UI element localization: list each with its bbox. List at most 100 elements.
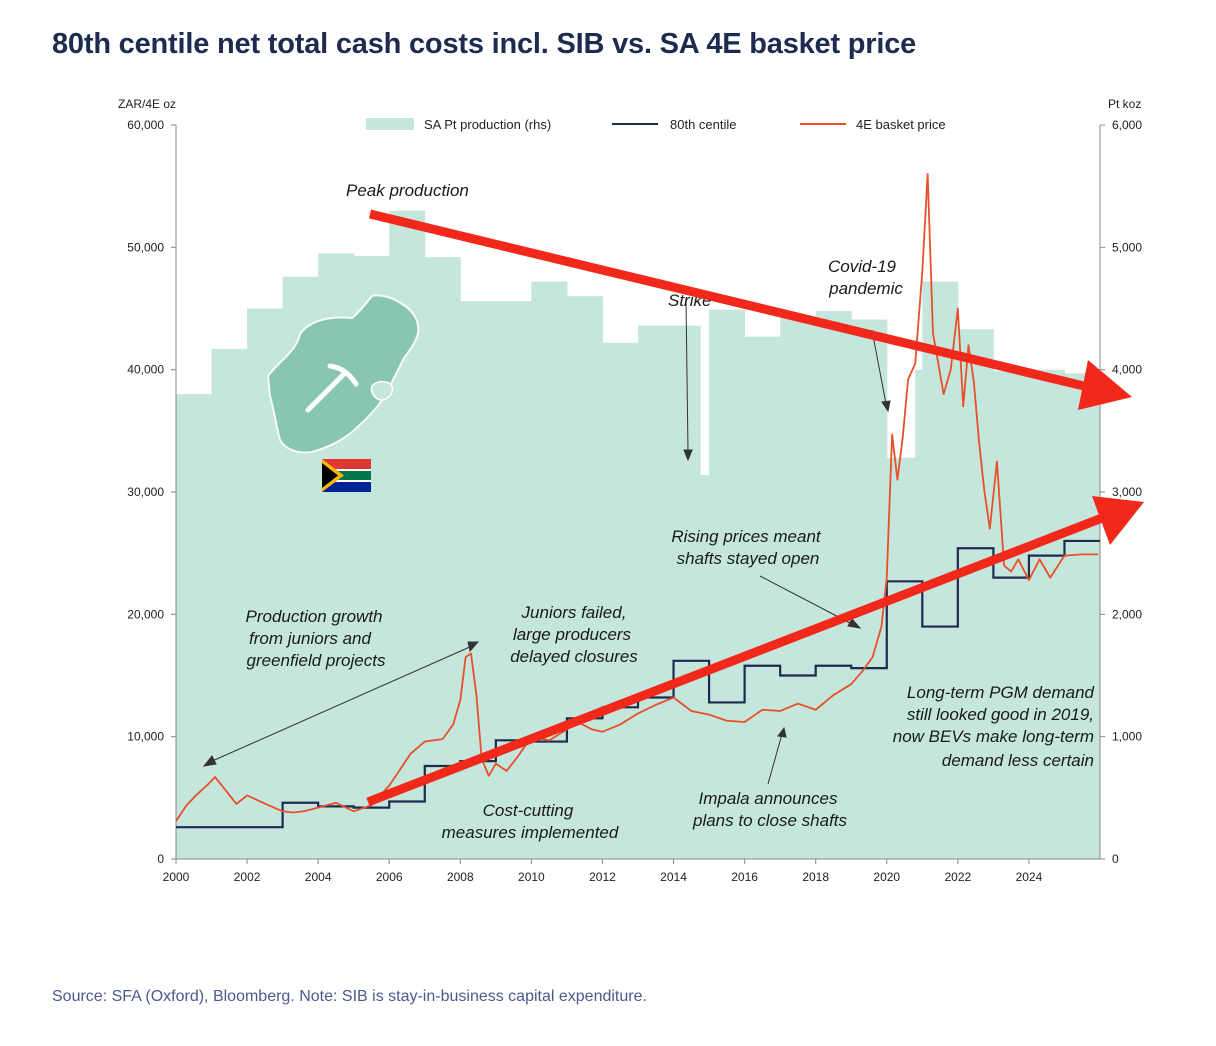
annotation-pointers	[202, 299, 891, 785]
annotation-covid-2: pandemic	[828, 279, 903, 298]
left-axis-unit-label: ZAR/4E oz	[118, 97, 176, 111]
production-bar	[922, 281, 959, 859]
annotation-pgm-4: demand less certain	[942, 751, 1094, 770]
production-bar	[684, 325, 701, 859]
annotation-cost-cutting-2: measures implemented	[442, 823, 619, 842]
annotation-juniors-2: large producers	[513, 625, 632, 644]
production-bar	[211, 348, 248, 859]
legend: SA Pt production (rhs) 80th centile 4E b…	[366, 117, 946, 132]
left-tick-label: 50,000	[127, 240, 164, 254]
right-axis-unit-label: Pt koz	[1108, 97, 1141, 111]
production-bar	[957, 329, 994, 860]
x-tick-label: 2008	[447, 870, 474, 884]
right-tick-label: 2,000	[1112, 607, 1142, 621]
annotation-peak-production: Peak production	[346, 181, 469, 200]
annotations: Peak production Strike Covid-19 pandemic…	[245, 181, 1094, 842]
x-tick-label: 2004	[305, 870, 332, 884]
strike-pointer	[685, 299, 689, 453]
right-tick-label: 5,000	[1112, 240, 1142, 254]
production-bar	[915, 369, 923, 859]
production-growth-pointer-head-right	[467, 641, 480, 653]
legend-swatch-production	[366, 118, 414, 130]
strike-pointer-head	[683, 449, 693, 462]
production-bar	[531, 281, 568, 859]
source-note: Source: SFA (Oxford), Bloomberg. Note: S…	[52, 988, 647, 1005]
basket-price-line	[175, 173, 1099, 822]
impala-pointer-head	[777, 726, 787, 738]
x-tick-label: 2014	[660, 870, 687, 884]
x-tick-label: 2006	[376, 870, 403, 884]
production-bar	[886, 457, 897, 859]
x-tick-label: 2000	[163, 870, 190, 884]
right-tick-label: 4,000	[1112, 363, 1142, 377]
production-bar	[1064, 373, 1101, 859]
right-tick-label: 3,000	[1112, 485, 1142, 499]
x-tick-label: 2012	[589, 870, 616, 884]
legend-label-centile: 80th centile	[670, 117, 737, 132]
production-bar	[602, 342, 639, 860]
production-bar	[993, 370, 1030, 859]
covid-pointer-head	[881, 400, 891, 413]
right-tick-label: 1,000	[1112, 730, 1142, 744]
upward-trend-arrow-head	[1092, 496, 1144, 545]
production-bar	[424, 257, 461, 859]
annotation-covid-1: Covid-19	[828, 257, 897, 276]
annotation-growth-3: greenfield projects	[247, 651, 386, 670]
legend-label-basket: 4E basket price	[856, 117, 946, 132]
production-growth-pointer	[209, 645, 473, 763]
right-tick-label: 0	[1112, 852, 1119, 866]
south-africa-map-icon	[266, 294, 420, 454]
trend-arrows	[366, 209, 1144, 807]
annotation-juniors-1: Juniors failed,	[521, 603, 627, 622]
x-tick-label: 2018	[802, 870, 829, 884]
axes-layer: 0 10,000 20,000 30,000 40,000 50,000 60,000 0 1,…	[118, 97, 1142, 884]
left-tick-label: 30,000	[127, 485, 164, 499]
left-tick-label: 40,000	[127, 363, 164, 377]
legend-label-production: SA Pt production (rhs)	[424, 117, 551, 132]
annotation-pgm-3: now BEVs make long-term	[893, 727, 1094, 746]
production-bar	[851, 319, 888, 859]
annotation-juniors-3: delayed closures	[510, 647, 638, 666]
production-bar	[709, 309, 746, 859]
annotation-growth-2: from juniors and	[249, 629, 371, 648]
production-growth-pointer-head-left	[202, 755, 217, 767]
production-bar	[744, 336, 781, 859]
production-bar	[1028, 369, 1065, 859]
annotation-pgm-1: Long-term PGM demand	[907, 683, 1095, 702]
south-africa-flag-icon	[322, 459, 371, 492]
annotation-cost-cutting-1: Cost-cutting	[483, 801, 574, 820]
production-bar	[673, 325, 685, 859]
production-bar	[815, 310, 852, 859]
x-tick-label: 2010	[518, 870, 545, 884]
left-tick-label: 0	[157, 852, 164, 866]
covid-pointer	[871, 329, 887, 405]
rising-prices-pointer-head	[847, 618, 862, 629]
production-bar	[566, 296, 603, 859]
x-tick-label: 2002	[234, 870, 261, 884]
page-title: 80th centile net total cash costs incl. …	[52, 28, 917, 60]
production-bar	[638, 325, 675, 859]
annotation-impala-2: plans to close shafts	[692, 811, 848, 830]
production-bar	[176, 394, 213, 859]
upward-trend-arrow-shaft	[366, 513, 1104, 807]
annotation-growth-1: Production growth	[245, 607, 382, 626]
left-tick-label: 60,000	[127, 118, 164, 132]
pickaxe-icon	[305, 363, 359, 413]
annotation-impala-1: Impala announces	[699, 789, 838, 808]
left-tick-label: 20,000	[127, 607, 164, 621]
x-tick-label: 2016	[731, 870, 758, 884]
x-tick-label: 2024	[1016, 870, 1043, 884]
production-bar	[780, 317, 817, 859]
chart: 0 10,000 20,000 30,000 40,000 50,000 60,000 0 1,…	[118, 97, 1144, 884]
annotation-rising-2: shafts stayed open	[677, 549, 820, 568]
downward-trend-arrow-shaft	[368, 209, 1094, 393]
left-tick-label: 10,000	[127, 730, 164, 744]
right-tick-label: 6,000	[1112, 118, 1142, 132]
impala-pointer	[767, 733, 783, 785]
x-tick-label: 2022	[944, 870, 971, 884]
production-bar	[460, 301, 497, 859]
downward-trend-arrow-head	[1078, 360, 1132, 410]
annotation-rising-1: Rising prices meant	[671, 527, 822, 546]
x-tick-label: 2020	[873, 870, 900, 884]
production-bar	[495, 301, 532, 859]
